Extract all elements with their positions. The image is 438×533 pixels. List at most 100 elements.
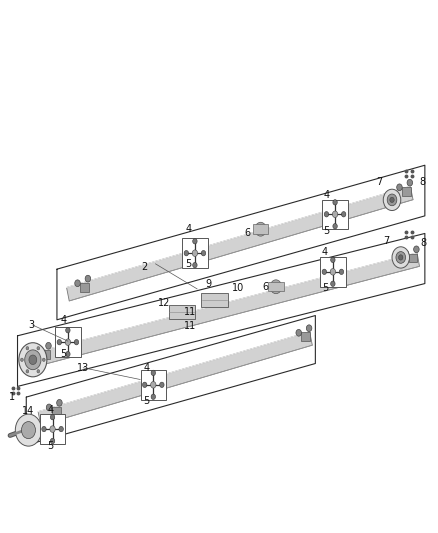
Circle shape [270,280,282,294]
Circle shape [85,275,91,282]
Text: 5: 5 [323,226,329,236]
Circle shape [37,369,40,373]
Text: 4: 4 [185,224,191,234]
FancyBboxPatch shape [301,333,310,341]
Polygon shape [38,332,312,425]
FancyBboxPatch shape [322,199,348,229]
Circle shape [339,269,344,274]
Circle shape [413,246,419,253]
FancyBboxPatch shape [41,350,49,359]
Circle shape [255,222,266,236]
Circle shape [26,346,29,350]
Circle shape [331,257,335,263]
Circle shape [306,325,312,332]
Circle shape [397,184,402,191]
Circle shape [324,212,328,217]
Circle shape [151,394,155,399]
Circle shape [330,269,336,275]
Circle shape [332,211,338,217]
Text: 14: 14 [21,407,34,416]
Circle shape [42,426,46,432]
Text: 5: 5 [47,441,53,451]
Text: 4: 4 [322,247,328,257]
Text: 5: 5 [322,283,328,293]
FancyBboxPatch shape [55,327,81,357]
Text: 5: 5 [185,259,191,269]
Circle shape [50,426,55,432]
Circle shape [25,350,41,370]
Text: 10: 10 [232,283,244,293]
FancyBboxPatch shape [80,283,89,292]
FancyBboxPatch shape [402,187,411,196]
Text: 7: 7 [376,177,382,187]
Circle shape [65,339,71,345]
Circle shape [26,369,29,373]
Circle shape [37,346,40,350]
Text: 3: 3 [28,320,35,330]
Circle shape [142,382,147,387]
Text: 13: 13 [77,363,89,373]
Circle shape [296,329,301,336]
Text: 11: 11 [184,307,196,317]
Circle shape [399,255,403,260]
Text: 5: 5 [60,349,67,359]
FancyBboxPatch shape [182,238,208,268]
Circle shape [66,351,70,357]
Circle shape [57,399,62,406]
Circle shape [35,347,41,354]
Text: 9: 9 [205,279,212,289]
Circle shape [193,239,197,244]
Text: 11: 11 [184,321,196,331]
Circle shape [383,189,401,211]
Circle shape [407,179,413,186]
Text: 8: 8 [420,238,426,248]
FancyBboxPatch shape [409,254,417,262]
Text: 12: 12 [158,298,170,308]
Circle shape [50,438,55,443]
Text: 4: 4 [144,363,150,373]
Circle shape [21,358,23,361]
FancyBboxPatch shape [201,293,228,307]
Circle shape [333,200,337,205]
Circle shape [15,414,42,446]
Circle shape [50,415,55,420]
FancyBboxPatch shape [141,370,166,400]
Circle shape [42,358,45,361]
FancyBboxPatch shape [40,414,65,444]
Circle shape [387,194,397,206]
Circle shape [74,340,79,345]
Text: 4: 4 [47,406,53,415]
Circle shape [192,250,198,256]
Text: 2: 2 [141,262,148,271]
Circle shape [201,251,206,256]
Circle shape [151,382,156,388]
Circle shape [342,212,346,217]
Text: 6: 6 [263,282,269,292]
FancyBboxPatch shape [169,305,195,319]
Circle shape [396,252,406,263]
FancyBboxPatch shape [52,407,60,416]
Circle shape [193,262,197,268]
Circle shape [57,340,61,345]
Circle shape [66,328,70,333]
Text: 1: 1 [9,392,15,402]
Circle shape [333,223,337,229]
Polygon shape [67,186,413,301]
Polygon shape [27,253,420,368]
FancyBboxPatch shape [320,257,346,287]
Text: 8: 8 [420,177,426,187]
Text: 4: 4 [60,315,67,325]
Text: 6: 6 [244,228,251,238]
Circle shape [322,269,326,274]
Circle shape [184,251,188,256]
Circle shape [46,342,51,349]
Text: 5: 5 [144,396,150,406]
Circle shape [403,251,409,257]
Circle shape [19,343,47,377]
Circle shape [29,355,37,365]
Circle shape [331,281,335,286]
FancyBboxPatch shape [253,224,268,234]
FancyBboxPatch shape [268,282,284,292]
Circle shape [151,370,155,376]
Circle shape [21,422,35,439]
